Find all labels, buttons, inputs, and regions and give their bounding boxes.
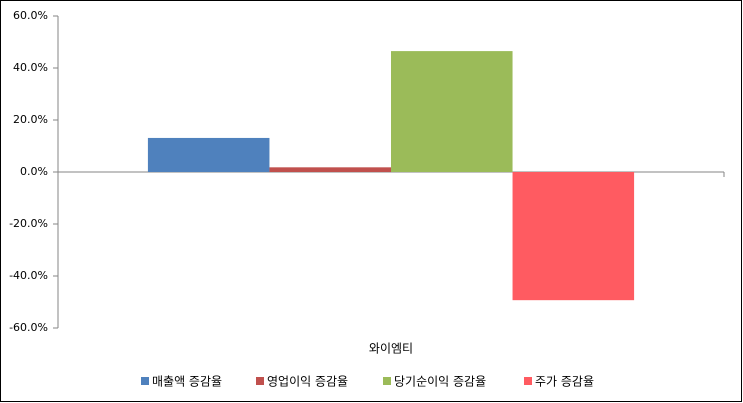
legend-swatch [141,377,149,385]
y-tick-label: -20.0% [9,217,48,230]
legend-label: 당기순이익 증감율 [394,375,486,389]
y-tick-label: 0.0% [20,165,48,178]
y-tick-label: 40.0% [13,61,48,74]
y-tick-label: 60.0% [13,9,48,22]
x-tick-label: 와이엠티 [369,342,413,356]
bar [391,51,513,172]
legend-label: 주가 증감율 [535,375,594,389]
legend-swatch [256,377,264,385]
bar [269,167,391,172]
bar [512,172,635,301]
y-tick-label: 20.0% [13,113,48,126]
y-tick-label: -40.0% [9,269,48,282]
bar [147,137,270,172]
legend-swatch [383,377,391,385]
legend-label: 매출액 증감율 [152,375,222,389]
legend-label: 영업이익 증감율 [267,375,348,389]
legend-swatch [524,377,532,385]
y-tick-label: -60.0% [9,321,48,334]
